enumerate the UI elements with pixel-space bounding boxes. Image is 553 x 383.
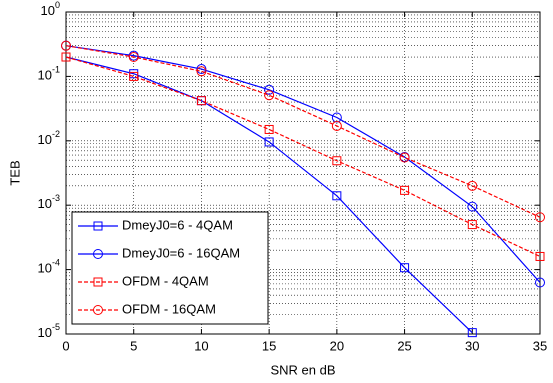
marker	[400, 185, 410, 195]
marker	[331, 120, 342, 131]
marker	[93, 221, 103, 231]
x-tick-label: 10	[194, 338, 208, 353]
x-tick-label: 5	[130, 338, 137, 353]
x-tick-label: 25	[397, 338, 411, 353]
x-tick-label: 15	[262, 338, 276, 353]
marker	[129, 71, 139, 81]
x-axis-label: SNR en dB	[270, 362, 335, 377]
marker	[467, 201, 478, 212]
marker	[128, 52, 139, 63]
y-tick-label: 10-5	[38, 322, 60, 340]
legend-label: OFDM - 16QAM	[122, 301, 216, 316]
marker	[467, 328, 477, 338]
marker	[93, 249, 103, 259]
marker	[264, 84, 275, 95]
legend-box	[71, 211, 269, 325]
x-tick-label: 30	[465, 338, 479, 353]
marker	[196, 96, 206, 106]
marker	[535, 251, 545, 261]
marker	[400, 263, 410, 273]
y-axis-label: TEB	[7, 160, 22, 185]
marker	[535, 212, 545, 223]
legend-label: DmeyJ0=6 - 4QAM	[122, 217, 233, 232]
marker	[467, 180, 478, 191]
legend: DmeyJ0=6 - 4QAM DmeyJ0=6 - 16QAM OFDM - 4Q…	[71, 211, 269, 325]
y-tick-label: 10-1	[38, 65, 60, 83]
x-tick-label: 0	[62, 338, 69, 353]
series-line	[65, 45, 541, 283]
x-tick-label: 20	[330, 338, 344, 353]
marker	[196, 66, 207, 77]
marker	[467, 220, 477, 230]
marker	[264, 137, 274, 147]
y-tick-label: 10-3	[38, 194, 60, 212]
marker	[332, 191, 342, 201]
marker	[535, 277, 545, 288]
legend-label: OFDM - 4QAM	[122, 273, 209, 288]
series-line	[65, 56, 473, 334]
legend-label: DmeyJ0=6 - 16QAM	[122, 245, 240, 260]
y-tick-label: 10-4	[38, 258, 60, 276]
series-line	[65, 45, 541, 218]
marker	[61, 40, 71, 51]
plot-frame	[65, 11, 541, 335]
series-line	[65, 56, 541, 257]
marker	[399, 152, 410, 163]
marker	[93, 305, 103, 315]
x-tick-label: 35	[533, 338, 547, 353]
y-tick-label: 10-2	[38, 129, 60, 147]
marker	[264, 90, 275, 101]
marker	[196, 64, 207, 75]
marker	[264, 124, 274, 134]
marker	[331, 112, 342, 123]
marker	[61, 52, 71, 62]
y-tick-label: 100	[41, 0, 60, 18]
marker	[332, 156, 342, 166]
marker	[93, 277, 103, 287]
